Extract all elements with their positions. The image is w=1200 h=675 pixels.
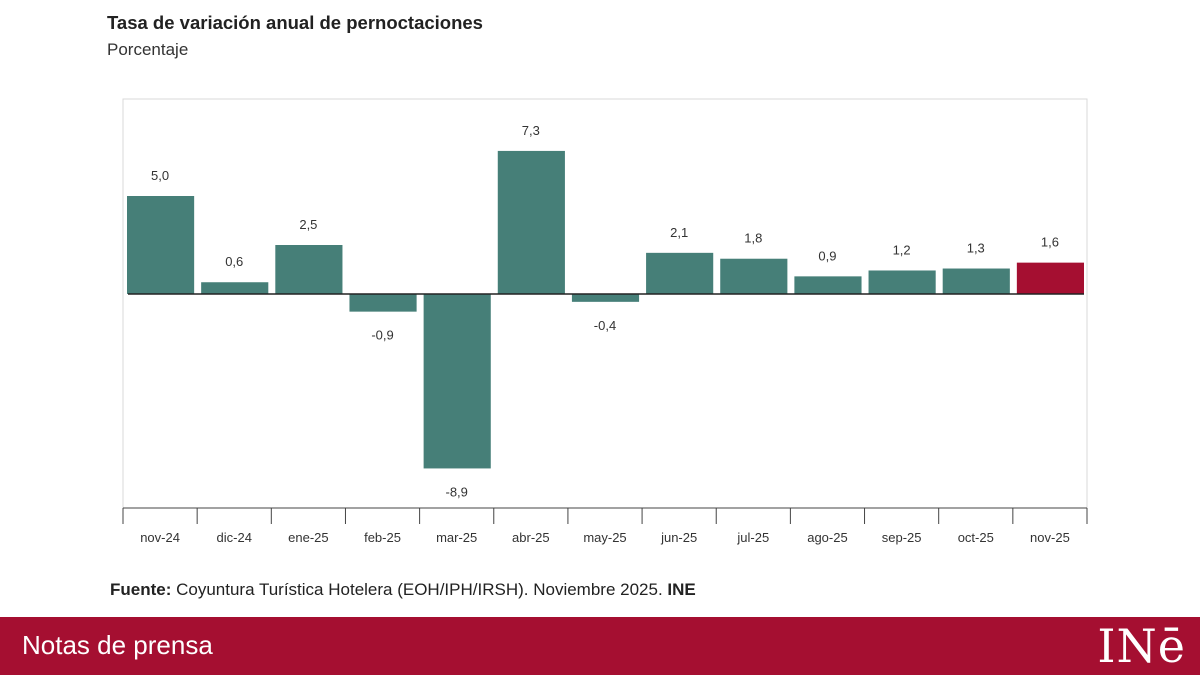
data-label-sep-25: 1,2 bbox=[893, 242, 911, 257]
x-tick-label-feb-25: feb-25 bbox=[364, 530, 401, 545]
data-label-may-25: -0,4 bbox=[594, 318, 616, 333]
chart-title: Tasa de variación anual de pernoctacione… bbox=[107, 12, 483, 33]
data-label-nov-24: 5,0 bbox=[151, 168, 169, 183]
bar-ago-25 bbox=[794, 276, 862, 294]
x-tick-label-dic-24: dic-24 bbox=[217, 530, 252, 545]
data-label-nov-25: 1,6 bbox=[1041, 235, 1059, 250]
x-tick-label-jun-25: jun-25 bbox=[660, 530, 697, 545]
bar-sep-25 bbox=[868, 270, 936, 294]
x-tick-label-oct-25: oct-25 bbox=[958, 530, 994, 545]
bar-abr-25 bbox=[497, 150, 565, 294]
bar-mar-25 bbox=[423, 294, 491, 469]
plot-frame bbox=[122, 98, 1088, 509]
x-tick-label-may-25: may-25 bbox=[583, 530, 626, 545]
bar-may-25 bbox=[571, 294, 640, 302]
bar-jul-25 bbox=[720, 258, 788, 294]
bar-nov-25 bbox=[1016, 262, 1084, 294]
x-tick-label-nov-25: nov-25 bbox=[1030, 530, 1070, 545]
x-tick-label-mar-25: mar-25 bbox=[436, 530, 477, 545]
data-label-ago-25: 0,9 bbox=[818, 248, 836, 263]
x-tick-label-ene-25: ene-25 bbox=[288, 530, 328, 545]
bar-ene-25 bbox=[275, 245, 343, 294]
data-label-jun-25: 2,1 bbox=[670, 225, 688, 240]
data-label-jul-25: 1,8 bbox=[744, 231, 762, 246]
x-tick-label-jul-25: jul-25 bbox=[736, 530, 769, 545]
data-label-dic-24: 0,6 bbox=[225, 254, 243, 269]
source-text: Coyuntura Turística Hotelera (EOH/IPH/IR… bbox=[171, 580, 668, 599]
source-note: Fuente: Coyuntura Turística Hotelera (EO… bbox=[110, 580, 696, 600]
bar-nov-24 bbox=[127, 196, 195, 294]
chart-subtitle: Porcentaje bbox=[107, 40, 189, 59]
bar-jun-25 bbox=[646, 252, 714, 294]
x-tick-label-nov-24: nov-24 bbox=[140, 530, 180, 545]
ine-logo[interactable]: INē bbox=[1097, 619, 1186, 673]
x-tick-label-abr-25: abr-25 bbox=[512, 530, 550, 545]
footer-bar: Notas de prensa INē bbox=[0, 617, 1200, 675]
footer-title: Notas de prensa bbox=[22, 630, 213, 660]
data-label-oct-25: 1,3 bbox=[967, 241, 985, 256]
x-tick-label-sep-25: sep-25 bbox=[882, 530, 922, 545]
bar-oct-25 bbox=[942, 268, 1010, 294]
data-label-feb-25: -0,9 bbox=[371, 328, 393, 343]
bar-dic-24 bbox=[201, 282, 269, 294]
x-tick-label-ago-25: ago-25 bbox=[807, 530, 847, 545]
data-label-abr-25: 7,3 bbox=[522, 123, 540, 138]
data-label-mar-25: -8,9 bbox=[445, 484, 467, 499]
data-label-ene-25: 2,5 bbox=[299, 217, 317, 232]
source-label: Fuente: bbox=[110, 580, 172, 599]
bar-feb-25 bbox=[349, 294, 417, 312]
bar-chart: 5,0 0,6 2,5 -0,9 -8,9 7,3 -0,4 2,1 1,8 0,9 1,2 1,3 1… bbox=[122, 98, 1088, 545]
source-org: INE bbox=[667, 580, 696, 599]
